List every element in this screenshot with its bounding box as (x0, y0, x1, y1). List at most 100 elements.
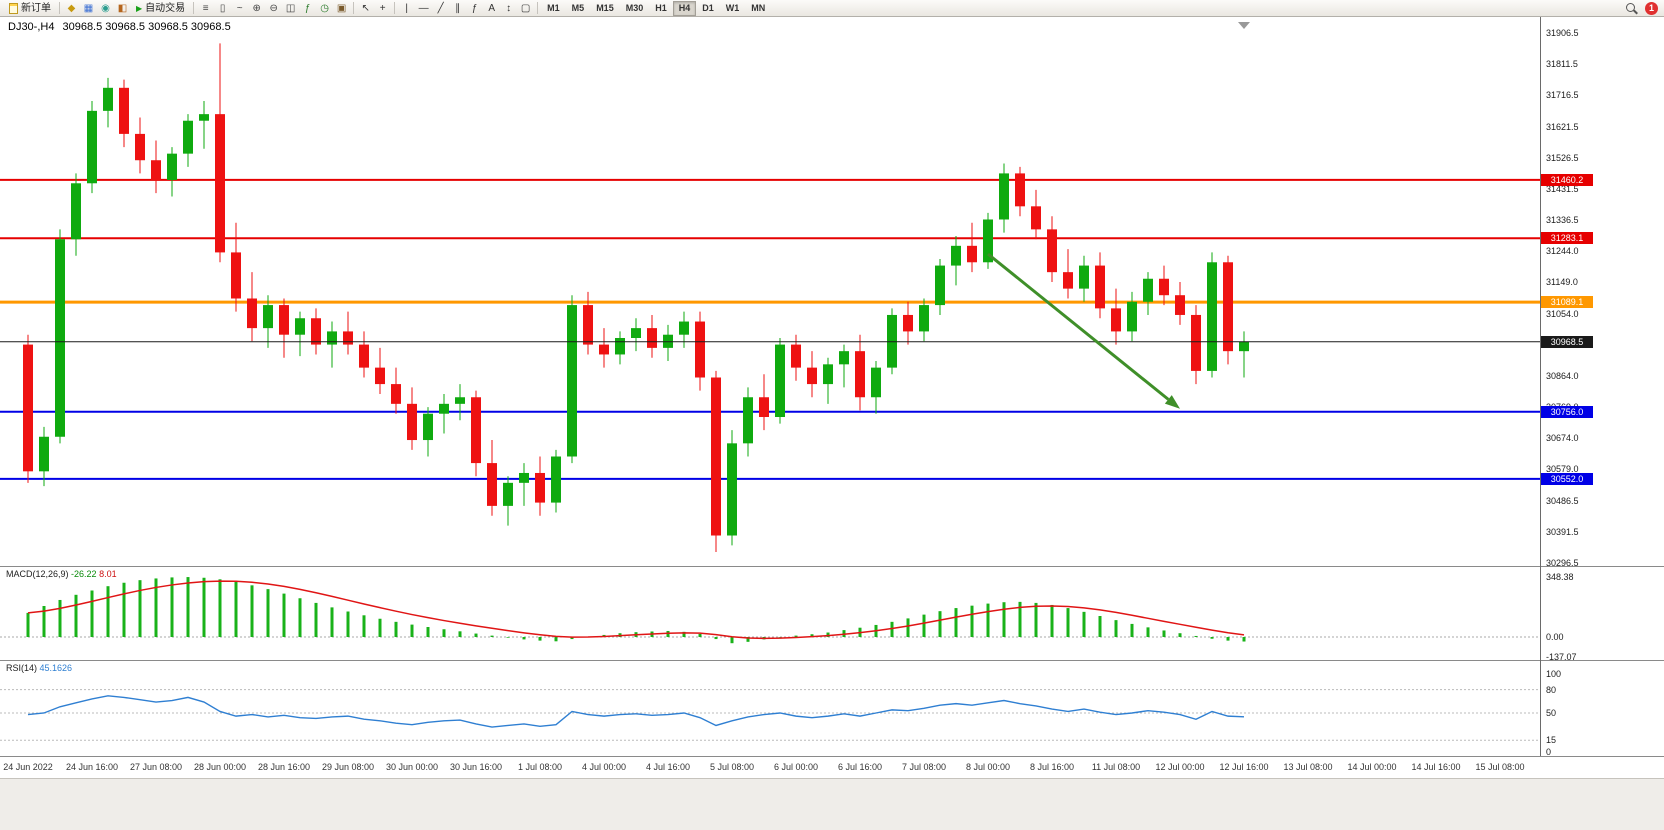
candle-body (135, 133, 145, 161)
price-badge: 31089.1 (1541, 296, 1593, 309)
toolbar-separator (394, 2, 396, 14)
candle-body (759, 397, 769, 418)
timeframe-w1[interactable]: W1 (720, 1, 746, 16)
shapes-icon[interactable]: ▢ (517, 1, 534, 16)
cursor-icon[interactable]: ↖ (357, 1, 374, 16)
trend-arrow-head (1164, 395, 1180, 409)
candle-body (1159, 278, 1169, 296)
candle-body (327, 331, 337, 345)
candle-body (1207, 262, 1217, 371)
timeframe-m1[interactable]: M1 (541, 1, 566, 16)
candle-body (711, 377, 721, 536)
trendline-icon[interactable]: ╱ (432, 1, 449, 16)
rsi-tick-label: 80 (1546, 684, 1557, 695)
navigator-icon[interactable]: ◉ (97, 1, 114, 16)
crosshair-icon[interactable]: + (374, 1, 391, 16)
date-label: 30 Jun 16:00 (449, 762, 503, 772)
trend-arrow[interactable] (987, 252, 1170, 401)
date-label: 12 Jul 16:00 (1219, 762, 1269, 772)
rsi-tick-label: 100 (1546, 669, 1562, 679)
horizontal-line-icon[interactable]: — (415, 1, 432, 16)
price-tick-label: 30391.5 (1546, 526, 1579, 537)
search-icon[interactable] (1624, 1, 1639, 16)
candle-body (919, 305, 929, 332)
market-watch-icon[interactable]: ▦ (80, 1, 97, 16)
rsi-tick-label: 50 (1546, 708, 1557, 718)
date-label: 13 Jul 08:00 (1283, 762, 1333, 772)
fibonacci-icon[interactable]: ƒ (466, 1, 483, 16)
date-label: 24 Jun 16:00 (65, 762, 119, 772)
macd-histogram (26, 577, 1246, 644)
candle-body (1015, 173, 1025, 207)
channel-icon[interactable]: ∥ (449, 1, 466, 16)
periods-icon[interactable]: ◷ (316, 1, 333, 16)
candle-body (263, 305, 273, 329)
candle-body (615, 337, 625, 355)
main-toolbar: 新订单 ◆ ▦ ◉ ◧ ▶ 自动交易 ≡ ▯ ~ ⊕ ⊖ ◫ ƒ ◷ ▣ ↖ + | — ╱ ∥ ƒ A ↕ ▢ M1… (0, 0, 1664, 17)
price-badge: 30968.5 (1541, 335, 1593, 348)
price-tick-label: 30486.5 (1546, 495, 1579, 506)
timeframe-m15[interactable]: M15 (590, 1, 620, 16)
candle-body (87, 110, 97, 184)
candle-body (1111, 308, 1121, 332)
arrows-icon[interactable]: ↕ (500, 1, 517, 16)
line-chart-icon[interactable]: ~ (231, 1, 248, 16)
toolbar-group-panels: ◆ ▦ ◉ ◧ (63, 1, 131, 16)
bar-chart-icon[interactable]: ≡ (197, 1, 214, 16)
price-tick-label: 30674.0 (1546, 433, 1579, 444)
candle-body (23, 344, 33, 472)
date-axis[interactable]: 24 Jun 2022 24 Jun 16:00 27 Jun 08:00 28 Ju… (0, 756, 1664, 778)
date-label: 29 Jun 08:00 (321, 762, 375, 772)
timeframe-h4[interactable]: H4 (672, 0, 697, 16)
rsi-line (27, 695, 1245, 728)
price-tick-label: 31716.5 (1546, 90, 1579, 101)
timeframe-mn[interactable]: MN (745, 1, 771, 16)
timeframe-m30[interactable]: M30 (620, 1, 650, 16)
candle-body (1031, 206, 1041, 230)
tile-windows-icon[interactable]: ◫ (282, 1, 299, 16)
candle-body (151, 160, 161, 180)
candle-body (1063, 272, 1073, 289)
candle-body (391, 384, 401, 404)
price-tick-label: 30579.0 (1546, 464, 1579, 475)
timeframe-d1[interactable]: D1 (696, 1, 720, 16)
candle-body (935, 265, 945, 306)
date-label: 27 Jun 08:00 (129, 762, 183, 772)
candle-body (983, 219, 993, 263)
new-order-button[interactable]: 新订单 (4, 1, 56, 16)
zoom-in-icon[interactable]: ⊕ (248, 1, 265, 16)
indicators-icon[interactable]: ƒ (299, 1, 316, 16)
vertical-line-icon[interactable]: | (398, 1, 415, 16)
candlestick-chart-icon[interactable]: ▯ (214, 1, 231, 16)
notification-badge[interactable]: 1 (1645, 1, 1658, 15)
candle-body (55, 239, 65, 437)
autotrading-label: 自动交易 (145, 2, 186, 14)
toolbar-separator (59, 2, 60, 14)
toolbar-group-chart: ≡ ▯ ~ ⊕ ⊖ ◫ ƒ ◷ ▣ (197, 1, 350, 16)
date-label: 28 Jun 16:00 (257, 762, 311, 772)
zoom-out-icon[interactable]: ⊖ (265, 1, 282, 16)
data-window-icon[interactable]: ◧ (114, 1, 131, 16)
candle-body (551, 456, 561, 503)
macd-tick-label: -137.07 (1546, 652, 1577, 662)
candle-body (407, 403, 417, 441)
rsi-name: RSI(14) (6, 663, 38, 673)
timeframe-m5[interactable]: M5 (566, 1, 591, 16)
autotrading-button[interactable]: ▶ 自动交易 (131, 1, 190, 16)
templates-icon[interactable]: ▣ (333, 1, 350, 16)
text-icon[interactable]: A (483, 1, 500, 16)
date-label: 5 Jul 08:00 (709, 762, 755, 772)
candle-body (231, 252, 241, 299)
charts-icon[interactable]: ◆ (63, 1, 80, 16)
price-tick-label: 31526.5 (1546, 152, 1579, 163)
rsi-tick-label: 15 (1546, 735, 1557, 746)
candle-body (183, 120, 193, 154)
candle-body (967, 245, 977, 263)
date-label: 6 Jul 16:00 (837, 762, 883, 772)
candle-body (375, 367, 385, 385)
candle-body (103, 87, 113, 111)
timeframe-h1[interactable]: H1 (649, 1, 673, 16)
rsi-tick-label: 0 (1546, 747, 1552, 757)
chart-window[interactable]: DJ30-,H4 30968.5 30968.5 30968.5 30968.5 … (0, 17, 1664, 757)
